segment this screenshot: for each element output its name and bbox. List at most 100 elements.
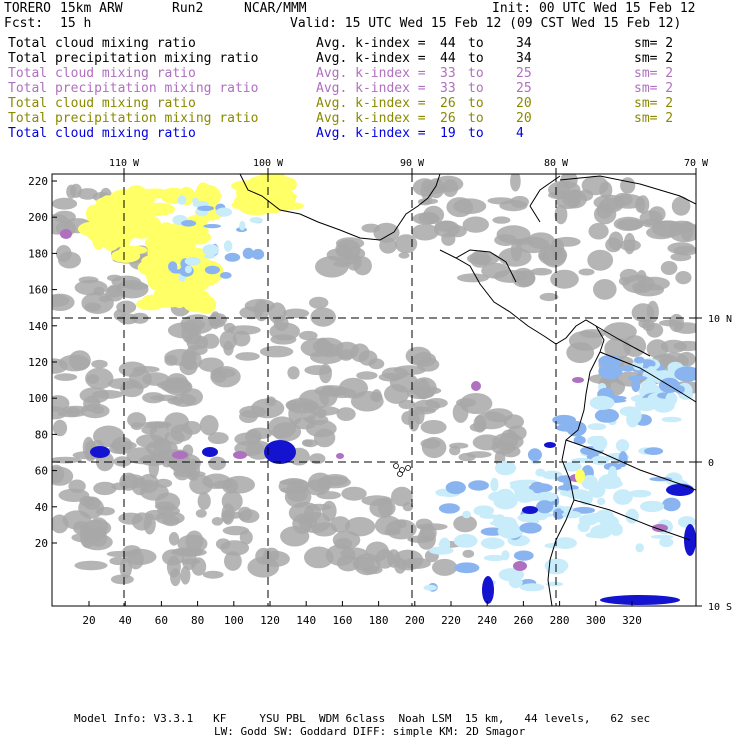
cloud-blob	[182, 421, 202, 435]
cloud-blob	[423, 205, 445, 224]
legend-from: 33	[440, 66, 456, 81]
cloud-blob	[170, 568, 181, 587]
cloud-lightblue	[562, 510, 582, 519]
cloud-blob	[195, 509, 207, 518]
cloud-lightblue	[517, 513, 542, 523]
cloud-lightblue	[514, 488, 536, 503]
legend-row: Total precipitation mixing ratio Avg. k-i…	[8, 111, 736, 126]
x-tick-label: 80	[191, 614, 204, 627]
cloud-blob	[52, 464, 65, 484]
legend-sm: sm= 2	[634, 36, 674, 51]
cloud-lightblue	[628, 489, 652, 498]
cloud-lightblue	[633, 356, 645, 364]
cloud-blob	[675, 271, 692, 285]
cloud-blob	[494, 234, 517, 247]
legend-field: Total cloud mixing ratio	[8, 126, 196, 141]
cloud-blob	[223, 475, 255, 494]
cloud-blob	[282, 308, 310, 319]
cloud-blob	[52, 197, 78, 210]
cloud-blob	[462, 549, 475, 558]
cloud-blob	[215, 538, 231, 550]
y-tick-label: 160	[28, 284, 48, 297]
cloud-blob	[199, 415, 219, 436]
cloud-blob	[581, 175, 609, 196]
legend-stat: Avg. k-index =	[316, 81, 426, 96]
cloud-blob	[587, 249, 614, 271]
cloud-blob	[334, 538, 353, 550]
cloud-lightblue	[598, 474, 621, 489]
cloud-lightblue	[618, 451, 628, 468]
cloud-blue	[184, 256, 201, 266]
cloud-blob	[371, 389, 382, 403]
cloud-blob	[616, 219, 644, 230]
legend-field: Total precipitation mixing ratio	[8, 51, 259, 66]
cloud-blob	[319, 363, 332, 384]
legend-row: Total cloud mixing ratio Avg. k-index = 44…	[8, 36, 736, 51]
cloud-blob	[484, 408, 513, 423]
legend-stat: Avg. k-index =	[316, 96, 426, 111]
cloud-blob	[95, 506, 115, 516]
cloud-blob	[309, 453, 326, 465]
legend-to: 20	[516, 96, 532, 111]
cloud-blue	[251, 248, 265, 260]
cloud-purple	[652, 524, 668, 532]
cloud-blob	[58, 488, 90, 502]
legend-to-word: to	[468, 36, 484, 51]
precip-yellow	[115, 209, 135, 219]
precip-yellow	[89, 206, 108, 222]
cloud-blob	[554, 204, 568, 225]
cloud-blob	[180, 566, 191, 585]
cloud-blob	[389, 372, 419, 393]
legend-from: 44	[440, 36, 456, 51]
cloud-lightblue	[590, 524, 613, 539]
cloud-blob	[303, 505, 315, 526]
cloud-lightblue	[625, 508, 639, 524]
cloud-blob	[129, 369, 152, 390]
cloud-lightblue	[615, 439, 630, 453]
cloud-blue	[184, 265, 192, 274]
cloud-lightblue	[496, 516, 517, 529]
cloud-blob	[374, 515, 402, 536]
cloud-blue	[249, 217, 263, 224]
precip-yellow	[273, 181, 297, 192]
cloud-lightblue	[588, 482, 606, 498]
cloud-blob	[604, 337, 632, 360]
cloud-blob	[471, 255, 493, 264]
legend-from: 26	[440, 96, 456, 111]
cloud-blob	[593, 279, 617, 300]
cloud-lightblue	[454, 562, 480, 574]
cloud-blue	[242, 247, 254, 259]
x-tick-label: 180	[369, 614, 389, 627]
cloud-blob	[598, 197, 624, 213]
cloud-blob	[619, 268, 639, 283]
cloud-blob	[353, 256, 372, 276]
cloud-blue	[177, 195, 187, 205]
cloud-blob	[245, 429, 262, 445]
legend-to: 34	[516, 36, 532, 51]
cloud-blob	[93, 481, 117, 496]
precip-yellow	[111, 249, 141, 263]
cloud-lightblue	[536, 500, 554, 514]
legend-sm: sm= 2	[634, 81, 674, 96]
cloud-blue	[239, 220, 246, 231]
cloud-core	[600, 595, 680, 605]
cloud-blob	[642, 319, 655, 332]
cloud-blob	[54, 373, 78, 381]
cloud-blob	[62, 405, 89, 414]
cloud-blob	[239, 530, 253, 545]
cloud-blob	[605, 237, 622, 253]
cloud-blob	[539, 292, 559, 302]
coastline	[529, 175, 561, 223]
cloud-lightblue	[631, 377, 641, 392]
cloud-lightblue	[573, 435, 586, 445]
cloud-lightblue	[527, 448, 542, 462]
cloud-blob	[52, 419, 68, 437]
precip-yellow	[575, 469, 585, 483]
cloud-blob	[408, 386, 442, 396]
cloud-lightblue	[423, 584, 437, 591]
cloud-blob	[208, 456, 227, 471]
cloud-blob	[310, 307, 337, 327]
legend-to: 34	[516, 51, 532, 66]
lat-label: 10 N	[708, 314, 732, 325]
cloud-lightblue	[519, 522, 542, 534]
